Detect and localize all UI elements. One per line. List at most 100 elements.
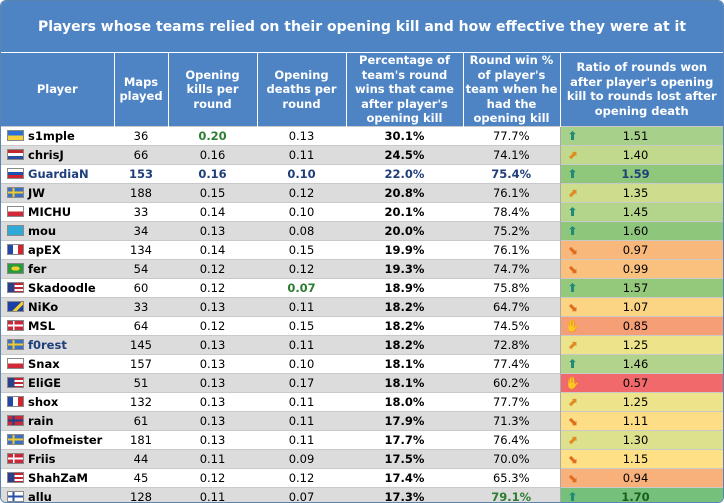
opening-deaths-cell: 0.11 <box>257 410 346 430</box>
flag-ba-icon <box>7 300 24 312</box>
team-wins-pct-cell: 18.2% <box>346 334 463 354</box>
opening-kills-cell: 0.13 <box>168 429 257 449</box>
ratio-cell: ⬈ 1.25 <box>559 334 723 354</box>
maps-played-cell: 51 <box>114 372 168 392</box>
player-cell: f0rest <box>1 334 114 354</box>
team-wins-pct-cell: 18.9% <box>346 277 463 297</box>
flag-ua-icon <box>7 129 24 141</box>
round-win-pct-cell: 76.1% <box>463 239 560 259</box>
round-win-pct-cell: 65.3% <box>463 467 560 487</box>
table-row: fer 54 0.12 0.12 19.3% 74.7% ⬊ 0.99 <box>1 258 723 278</box>
ratio-value: 1.51 <box>622 128 649 143</box>
round-win-pct-cell: 76.1% <box>463 182 560 202</box>
ratio-cell: ⬊ 1.11 <box>559 410 723 430</box>
opening-kills-cell: 0.13 <box>168 410 257 430</box>
maps-played-cell: 66 <box>114 144 168 164</box>
player-name: MSL <box>28 318 56 333</box>
opening-deaths-cell: 0.15 <box>257 315 346 335</box>
players-table: Player Maps played Opening kills per rou… <box>1 53 723 503</box>
maps-played-cell: 44 <box>114 448 168 468</box>
ratio-cell: ⬆ 1.45 <box>559 201 723 221</box>
opening-kills-cell: 0.13 <box>168 334 257 354</box>
opening-deaths-cell: 0.12 <box>257 182 346 202</box>
player-cell: ShahZaM <box>1 467 114 487</box>
opening-deaths-cell: 0.09 <box>257 448 346 468</box>
flag-fr-icon <box>7 395 24 407</box>
arrow-up-right-icon: ⬈ <box>567 185 578 200</box>
header-ratio: Ratio of rounds won after player's openi… <box>559 53 723 126</box>
ratio-cell: ⬈ 1.30 <box>559 429 723 449</box>
opening-kills-cell: 0.16 <box>168 163 257 183</box>
flag-pl-icon <box>7 357 24 369</box>
player-cell: MSL <box>1 315 114 335</box>
flag-kz-icon <box>7 224 24 236</box>
opening-deaths-cell: 0.07 <box>257 277 346 297</box>
player-name: GuardiaN <box>28 166 89 181</box>
ratio-value: 1.15 <box>622 451 649 466</box>
team-wins-pct-cell: 17.4% <box>346 467 463 487</box>
maps-played-cell: 33 <box>114 296 168 316</box>
player-name: allu <box>28 489 52 503</box>
player-name: mou <box>28 223 57 238</box>
flag-us-icon <box>7 376 24 388</box>
arrow-up-right-icon: ⬈ <box>567 337 578 352</box>
flag-us-icon <box>7 471 24 483</box>
maps-played-cell: 60 <box>114 277 168 297</box>
player-name: Friis <box>28 451 56 466</box>
round-win-pct-cell: 77.4% <box>463 353 560 373</box>
table-row: MSL 64 0.12 0.15 18.2% 74.5% ✋ 0.85 <box>1 315 723 335</box>
ratio-value: 1.07 <box>622 299 649 314</box>
ratio-cell: ⬊ 1.07 <box>559 296 723 316</box>
player-name: JW <box>28 185 45 200</box>
ratio-value: 0.85 <box>622 318 649 333</box>
player-cell: shox <box>1 391 114 411</box>
opening-kills-cell: 0.12 <box>168 315 257 335</box>
team-wins-pct-cell: 17.9% <box>346 410 463 430</box>
arrow-down-right-icon: ⬊ <box>567 451 578 466</box>
opening-deaths-cell: 0.12 <box>257 467 346 487</box>
table-row: ShahZaM 45 0.12 0.12 17.4% 65.3% ⬊ 0.94 <box>1 467 723 487</box>
ratio-value: 1.25 <box>622 337 649 352</box>
team-wins-pct-cell: 19.9% <box>346 239 463 259</box>
maps-played-cell: 128 <box>114 486 168 502</box>
player-name: rain <box>28 413 54 428</box>
opening-deaths-cell: 0.11 <box>257 296 346 316</box>
round-win-pct-cell: 64.7% <box>463 296 560 316</box>
opening-kills-cell: 0.11 <box>168 486 257 502</box>
round-win-pct-cell: 74.5% <box>463 315 560 335</box>
maps-played-cell: 61 <box>114 410 168 430</box>
maps-played-cell: 188 <box>114 182 168 202</box>
maps-played-cell: 36 <box>114 125 168 145</box>
opening-kills-cell: 0.13 <box>168 296 257 316</box>
ratio-value: 1.46 <box>622 356 649 371</box>
flag-us-icon <box>7 281 24 293</box>
ratio-cell: ⬊ 0.97 <box>559 239 723 259</box>
arrow-down-right-icon: ⬊ <box>567 470 578 485</box>
arrow-up-right-icon: ⬈ <box>567 147 578 162</box>
maps-played-cell: 34 <box>114 220 168 240</box>
team-wins-pct-cell: 19.3% <box>346 258 463 278</box>
ratio-value: 1.40 <box>622 147 649 162</box>
team-wins-pct-cell: 22.0% <box>346 163 463 183</box>
maps-played-cell: 145 <box>114 334 168 354</box>
player-name: MICHU <box>28 204 72 219</box>
maps-played-cell: 134 <box>114 239 168 259</box>
opening-kills-cell: 0.13 <box>168 220 257 240</box>
header-team-wins-pct: Percentage of team's round wins that cam… <box>345 53 463 126</box>
header-opening-kills: Opening kills per round <box>167 53 257 126</box>
table-header-row: Player Maps played Opening kills per rou… <box>1 53 723 126</box>
maps-played-cell: 153 <box>114 163 168 183</box>
maps-played-cell: 181 <box>114 429 168 449</box>
ratio-value: 0.94 <box>622 470 649 485</box>
table-row: f0rest 145 0.13 0.11 18.2% 72.8% ⬈ 1.25 <box>1 334 723 354</box>
table-row: MICHU 33 0.14 0.10 20.1% 78.4% ⬆ 1.45 <box>1 201 723 221</box>
team-wins-pct-cell: 20.8% <box>346 182 463 202</box>
ratio-cell: ⬆ 1.70 <box>559 486 723 502</box>
opening-kills-cell: 0.12 <box>168 467 257 487</box>
opening-deaths-cell: 0.11 <box>257 144 346 164</box>
round-win-pct-cell: 77.7% <box>463 391 560 411</box>
stop-hand-icon: ✋ <box>565 375 580 390</box>
team-wins-pct-cell: 17.7% <box>346 429 463 449</box>
arrow-up-icon: ⬆ <box>567 128 578 143</box>
ratio-cell: ⬈ 1.40 <box>559 144 723 164</box>
